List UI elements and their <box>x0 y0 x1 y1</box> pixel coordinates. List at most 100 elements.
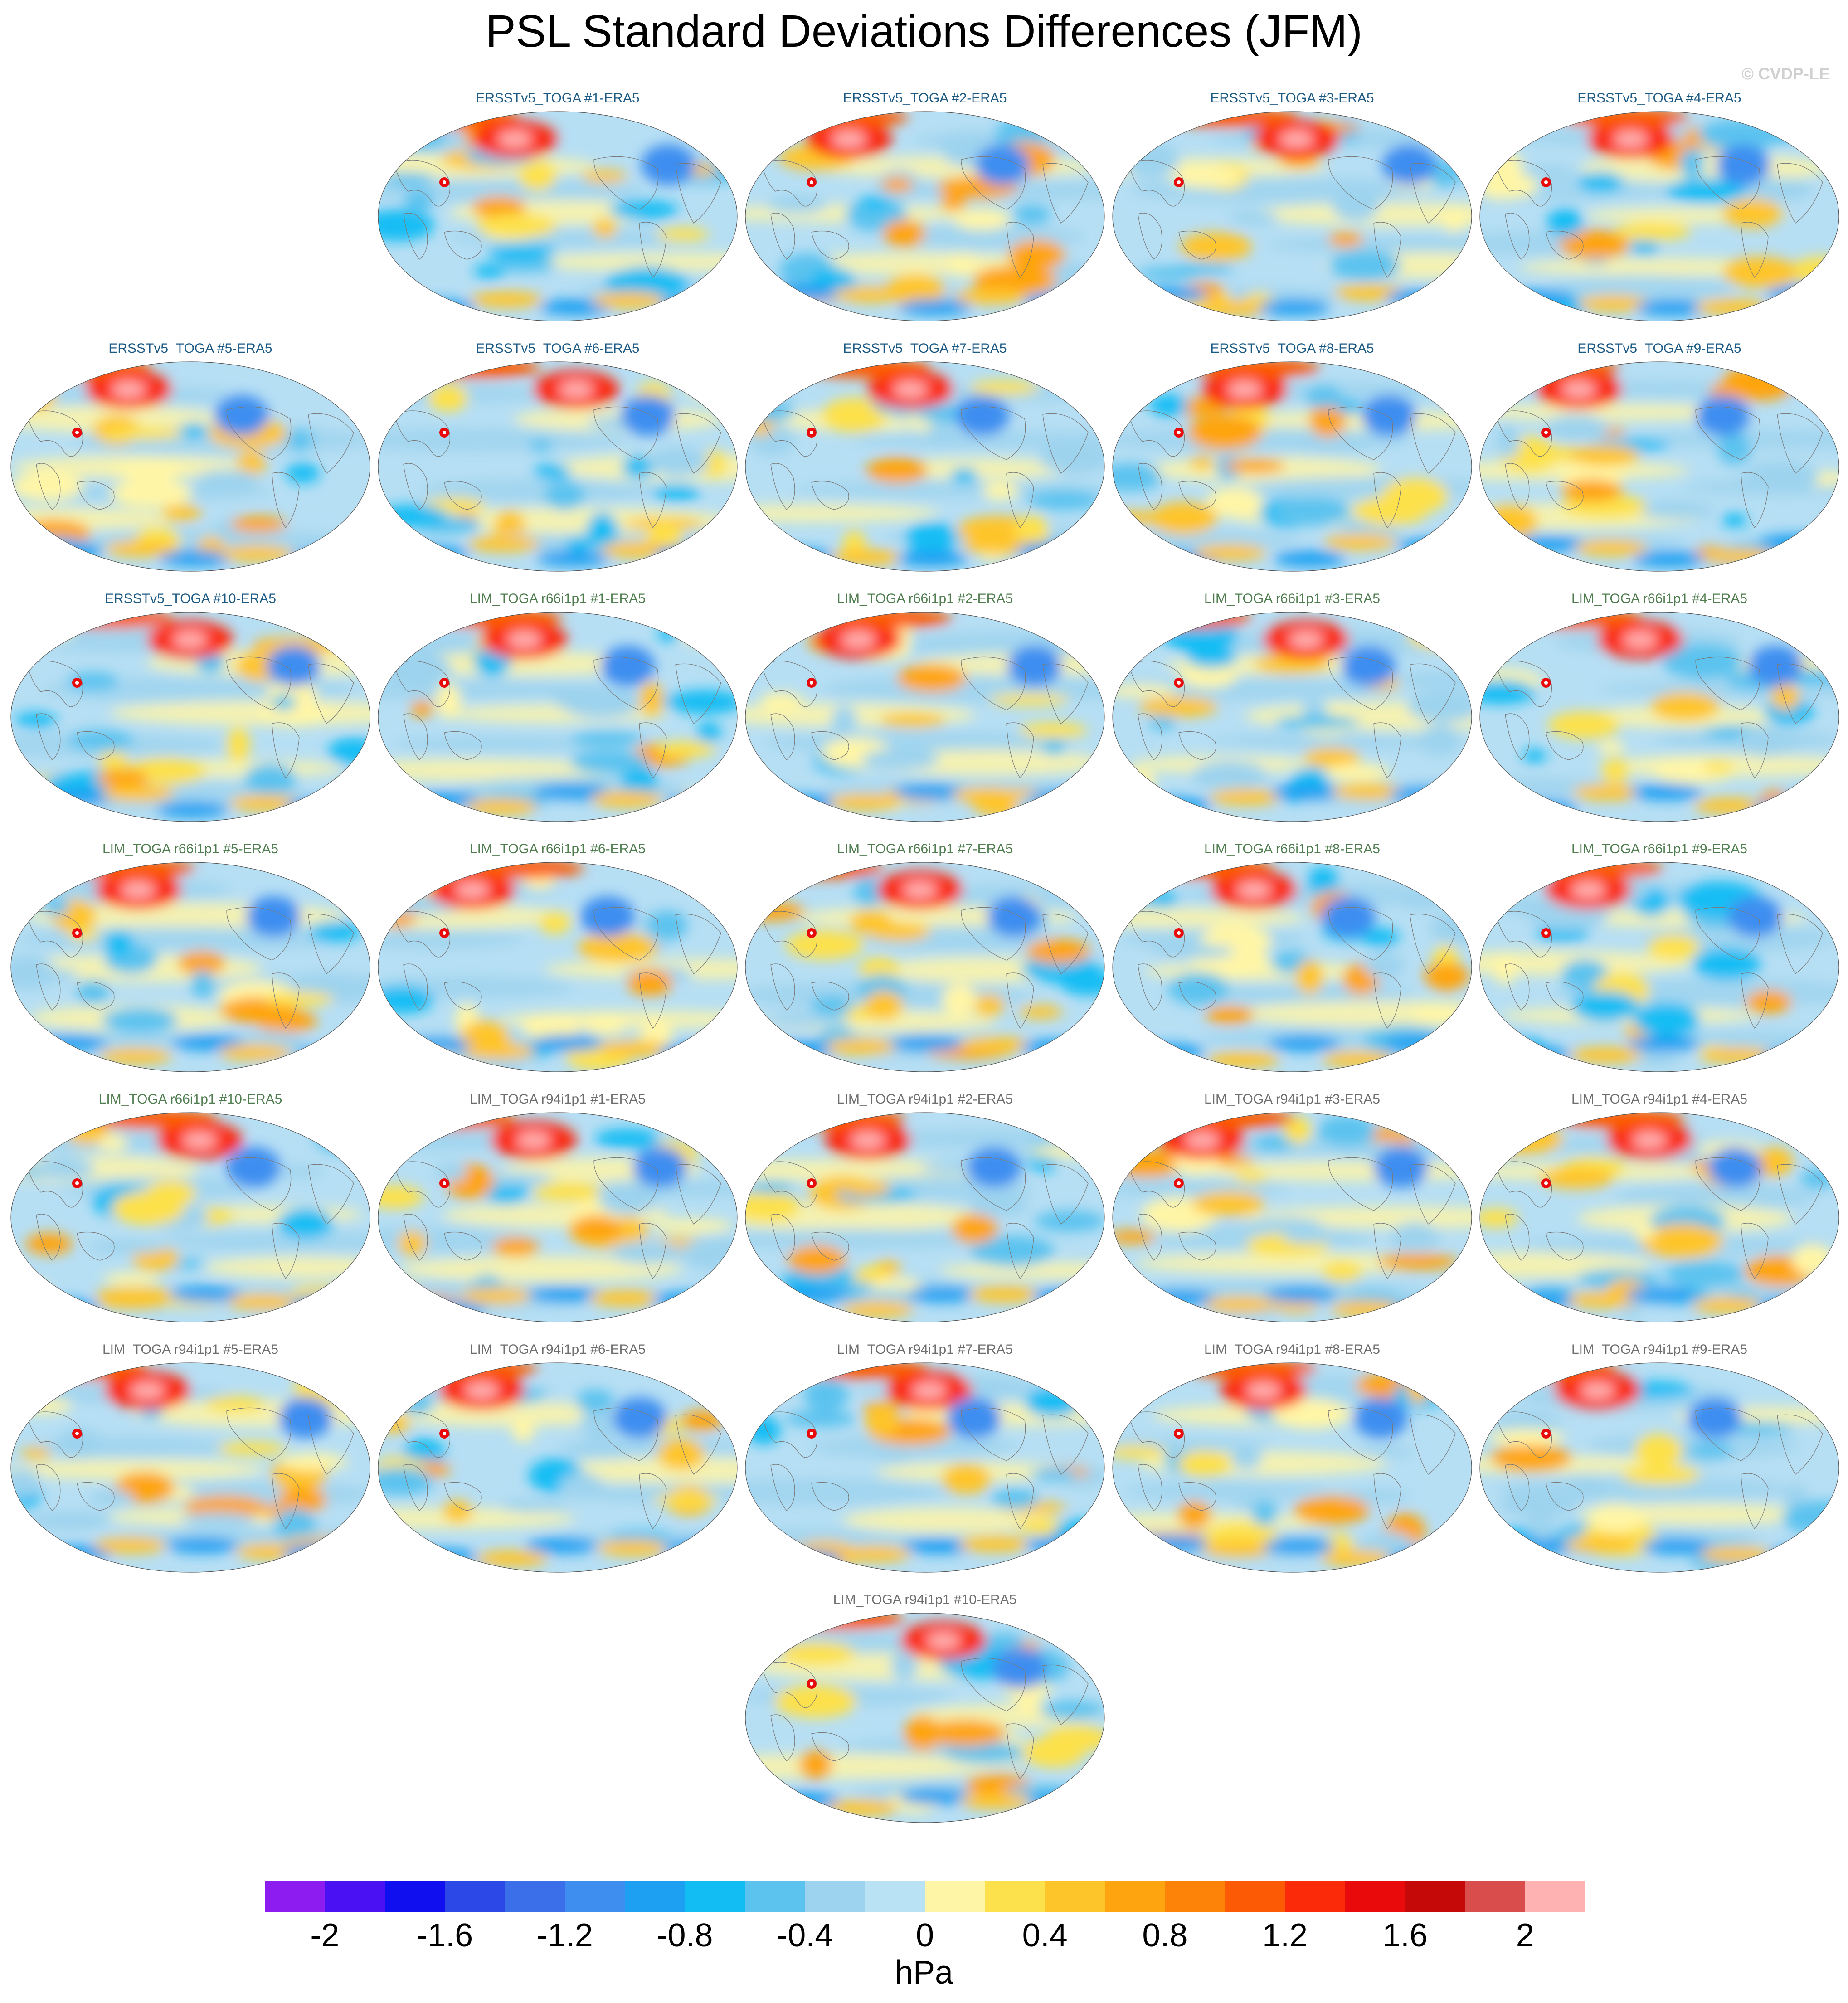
map-panel: LIM_TOGA r66i1p1 #7-ERA5 <box>744 841 1106 1077</box>
field-anomaly <box>1480 951 1692 976</box>
field-anomaly <box>760 692 804 710</box>
map-panel: ERSSTv5_TOGA #3-ERA5 <box>1111 91 1474 326</box>
coastline <box>403 713 428 760</box>
coastline <box>1496 160 1552 207</box>
field-anomaly <box>632 1147 687 1188</box>
field-anomaly <box>960 1036 1033 1053</box>
field-anomaly <box>525 1537 598 1554</box>
map-border <box>378 1362 738 1573</box>
coastline <box>77 982 115 1011</box>
field-anomaly <box>462 1043 535 1060</box>
panel-title: LIM_TOGA r66i1p1 #7-ERA5 <box>837 841 1013 856</box>
field-anomaly <box>1547 711 1619 739</box>
field-anomaly <box>11 1459 265 1480</box>
panel-title: LIM_TOGA r94i1p1 #5-ERA5 <box>102 1342 278 1357</box>
field-anomaly <box>940 195 966 211</box>
field-anomaly <box>1640 1538 1713 1555</box>
field-anomaly <box>1149 394 1188 417</box>
coastline <box>1006 222 1034 278</box>
field-anomaly <box>701 450 727 478</box>
field-anomaly <box>1262 1537 1335 1554</box>
field-anomaly <box>536 550 609 567</box>
field-anomaly <box>1480 1124 1564 1155</box>
coastline <box>1138 963 1162 1011</box>
field-anomaly <box>559 381 593 398</box>
field-anomaly <box>652 484 700 501</box>
field-anomaly <box>1113 1230 1156 1244</box>
field-anomaly <box>1113 908 1306 928</box>
field-anomaly <box>75 681 79 685</box>
field-anomaly <box>1722 513 1747 528</box>
field-anomaly <box>1490 1444 1572 1471</box>
coastline <box>403 1214 428 1261</box>
coastline <box>308 413 354 474</box>
field-anomaly <box>1252 1501 1278 1527</box>
coastline <box>770 1714 795 1761</box>
field-anomaly <box>662 1540 735 1557</box>
field-anomaly <box>1325 763 1390 782</box>
field-anomaly <box>1626 429 1839 449</box>
field-anomaly <box>1480 1208 1518 1228</box>
field-anomaly <box>1028 1793 1101 1809</box>
field-anomaly <box>570 750 648 774</box>
coastline <box>1741 1223 1769 1279</box>
field-anomaly <box>1301 700 1329 717</box>
field-anomaly <box>1364 953 1405 979</box>
field-anomaly <box>942 1464 991 1494</box>
field-anomaly <box>803 1378 849 1411</box>
panel-title: LIM_TOGA r94i1p1 #3-ERA5 <box>1204 1092 1380 1107</box>
field-anomaly <box>1482 188 1517 199</box>
field-anomaly <box>1296 960 1323 994</box>
field-anomaly <box>1305 385 1343 408</box>
coastline <box>811 1232 849 1261</box>
field-anomaly <box>1571 882 1605 898</box>
field-anomaly <box>1025 1536 1098 1553</box>
field-anomaly <box>309 921 361 943</box>
coastline <box>1777 1164 1823 1225</box>
field-anomaly <box>395 122 445 151</box>
map-panel: LIM_TOGA r94i1p1 #4-ERA5 <box>1478 1092 1841 1327</box>
field-anomaly <box>1279 131 1314 147</box>
colorbar-labels: -2 -1.6 -1.2 -0.8 -0.4 0 0.4 0.8 1.2 1.6 2 <box>265 1917 1585 1958</box>
map-border <box>745 1613 1105 1823</box>
coastline <box>27 1161 83 1208</box>
colorbar-swatch <box>1405 1881 1465 1912</box>
field-anomaly <box>539 299 612 316</box>
field-anomaly <box>890 1035 963 1051</box>
coastline <box>1695 656 1760 710</box>
field-anomaly <box>1113 463 1162 491</box>
coastline <box>1373 722 1401 779</box>
field-anomaly <box>890 1651 919 1681</box>
field-anomaly <box>1186 647 1237 668</box>
map-panel: LIM_TOGA r66i1p1 #5-ERA5 <box>9 841 372 1077</box>
field-anomaly <box>696 722 722 743</box>
field-anomaly <box>169 1286 242 1303</box>
panel-title: ERSSTv5_TOGA #4-ERA5 <box>1577 91 1741 106</box>
map-projection <box>378 1112 738 1322</box>
colorbar-swatch <box>564 1881 625 1912</box>
field-anomaly <box>1779 796 1824 819</box>
field-anomaly <box>809 1434 1017 1458</box>
field-anomaly <box>987 896 1042 937</box>
field-anomaly <box>810 1432 813 1435</box>
coastline <box>593 656 659 710</box>
field-anomaly <box>1413 1003 1458 1024</box>
field-anomaly <box>1548 275 1735 303</box>
field-anomaly <box>460 1288 533 1304</box>
map-panel: LIM_TOGA r66i1p1 #10-ERA5 <box>9 1092 372 1327</box>
field-anomaly <box>443 681 446 685</box>
field-anomaly <box>1126 1546 1155 1566</box>
colorbar-tick-label: -1.2 <box>536 1917 593 1954</box>
field-anomaly <box>612 1397 667 1439</box>
field-anomaly <box>476 214 557 238</box>
coastline <box>770 1464 795 1511</box>
field-anomaly <box>1027 790 1100 807</box>
field-anomaly <box>904 1716 942 1751</box>
colorbar-tick-label: -0.4 <box>777 1917 833 1954</box>
coastline <box>675 163 721 224</box>
colorbar-tick-label: -2 <box>310 1917 340 1954</box>
field-anomaly <box>1480 404 1755 421</box>
colorbar-swatch <box>445 1881 505 1912</box>
coastline <box>77 481 115 510</box>
field-anomaly <box>1177 1450 1232 1477</box>
